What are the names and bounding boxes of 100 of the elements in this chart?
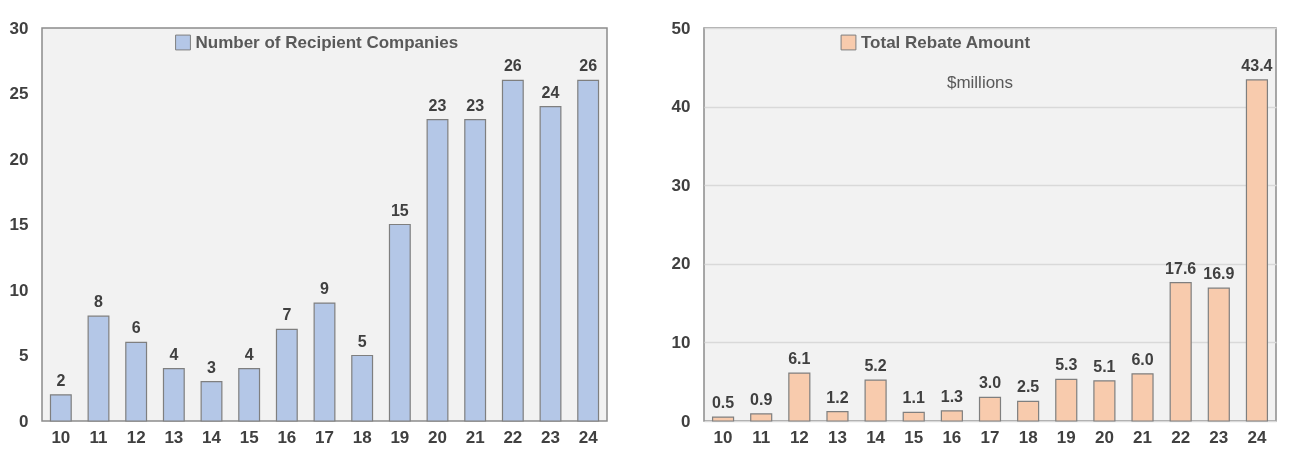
- x-tick-label: 16: [942, 427, 962, 447]
- x-tick-label: 14: [202, 427, 222, 447]
- bar: [1093, 380, 1116, 422]
- bar: [577, 79, 600, 422]
- data-label: 0.9: [750, 390, 773, 408]
- data-label: 43.4: [1241, 56, 1273, 74]
- bar: [125, 341, 148, 422]
- legend-label: Total Rebate Amount: [861, 32, 1031, 52]
- x-tick-label: 13: [164, 427, 184, 447]
- x-tick-label: 23: [541, 427, 560, 447]
- x-tick-label: 17: [980, 427, 1000, 447]
- x-tick-label: 15: [904, 427, 924, 447]
- data-label: 4: [244, 345, 254, 363]
- bar: [1055, 378, 1078, 422]
- data-label: 2: [56, 371, 66, 389]
- data-label: 1.2: [826, 388, 849, 406]
- y-tick-label: 5: [19, 346, 29, 365]
- bar: [388, 223, 411, 422]
- data-label: 0.5: [711, 394, 735, 412]
- data-label: 6.1: [788, 350, 811, 368]
- data-label: 1.1: [902, 389, 925, 407]
- x-tick-label: 14: [866, 427, 886, 447]
- bar: [501, 79, 524, 422]
- data-label: 2.5: [1017, 378, 1040, 396]
- bar: [464, 119, 487, 422]
- bar: [275, 328, 298, 422]
- y-tick-label: 40: [671, 97, 691, 117]
- bar: [87, 315, 110, 422]
- bar: [200, 381, 223, 422]
- data-label: 16.9: [1203, 265, 1235, 283]
- bar: [902, 411, 925, 422]
- data-label: 9: [320, 280, 330, 298]
- x-tick-label: 21: [1133, 427, 1152, 447]
- data-label: 5: [357, 332, 367, 350]
- x-tick-label: 10: [51, 427, 71, 447]
- data-label: 26: [579, 57, 598, 75]
- data-label: 1.3: [940, 387, 964, 405]
- x-tick-label: 17: [315, 427, 334, 447]
- data-label: 17.6: [1165, 259, 1197, 277]
- bar: [49, 394, 72, 422]
- data-label: 5.2: [864, 357, 887, 375]
- bar: [864, 379, 887, 422]
- data-label: 5.3: [1055, 356, 1078, 374]
- data-label: 3.0: [978, 374, 1002, 392]
- x-tick-label: 11: [89, 427, 108, 447]
- data-label: 6.0: [1131, 350, 1154, 368]
- bar: [238, 368, 261, 422]
- x-tick-label: 22: [1171, 427, 1191, 447]
- y-tick-label: 30: [9, 18, 29, 38]
- bar: [750, 413, 773, 422]
- x-tick-label: 10: [713, 427, 733, 447]
- bar: [788, 372, 811, 422]
- data-label: 23: [428, 96, 447, 114]
- bar: [940, 410, 963, 422]
- bar: [539, 106, 562, 422]
- x-tick-label: 18: [1018, 427, 1038, 447]
- data-label: 3: [207, 358, 217, 376]
- bar: [1169, 282, 1192, 422]
- legend-label: Number of Recipient Companies: [195, 32, 459, 52]
- y-tick-label: 50: [671, 18, 691, 38]
- x-tick-label: 12: [789, 427, 809, 447]
- x-tick-label: 19: [1056, 427, 1076, 447]
- x-tick-label: 19: [390, 427, 410, 447]
- x-tick-label: 20: [428, 427, 447, 447]
- y-tick-label: 20: [671, 254, 691, 274]
- bar: [162, 368, 185, 422]
- y-tick-label: 25: [9, 84, 29, 103]
- y-tick-label: 10: [671, 332, 691, 352]
- bar: [978, 396, 1002, 422]
- data-label: 24: [541, 83, 560, 101]
- x-tick-label: 15: [239, 427, 259, 447]
- data-label: 15: [390, 201, 409, 219]
- x-tick-label: 21: [465, 427, 485, 447]
- x-tick-label: 24: [578, 427, 599, 447]
- x-tick-label: 22: [503, 427, 523, 447]
- data-label: 7: [282, 306, 292, 324]
- y-tick-label: 0: [681, 411, 691, 431]
- bar: [351, 354, 374, 422]
- data-label: 6: [131, 319, 141, 337]
- data-label: 26: [503, 57, 522, 75]
- x-tick-label: 23: [1209, 427, 1229, 447]
- x-tick-label: 20: [1094, 427, 1114, 447]
- bar: [1245, 79, 1269, 422]
- data-label: 8: [94, 293, 104, 311]
- bar: [1131, 373, 1154, 422]
- x-tick-label: 18: [352, 427, 372, 447]
- data-label: 23: [466, 96, 485, 114]
- y-tick-label: 10: [9, 280, 29, 300]
- bar: [426, 119, 449, 422]
- bar: [313, 302, 336, 422]
- y-tick-label: 0: [19, 411, 29, 431]
- bar: [711, 416, 735, 422]
- x-tick-label: 24: [1247, 427, 1267, 447]
- y-tick-label: 20: [9, 149, 29, 169]
- x-tick-label: 12: [126, 427, 146, 447]
- x-tick-label: 16: [277, 427, 297, 447]
- data-label: 5.1: [1093, 357, 1116, 375]
- x-tick-label: 11: [752, 427, 771, 447]
- bar: [1017, 400, 1040, 422]
- data-label: 4: [169, 345, 179, 363]
